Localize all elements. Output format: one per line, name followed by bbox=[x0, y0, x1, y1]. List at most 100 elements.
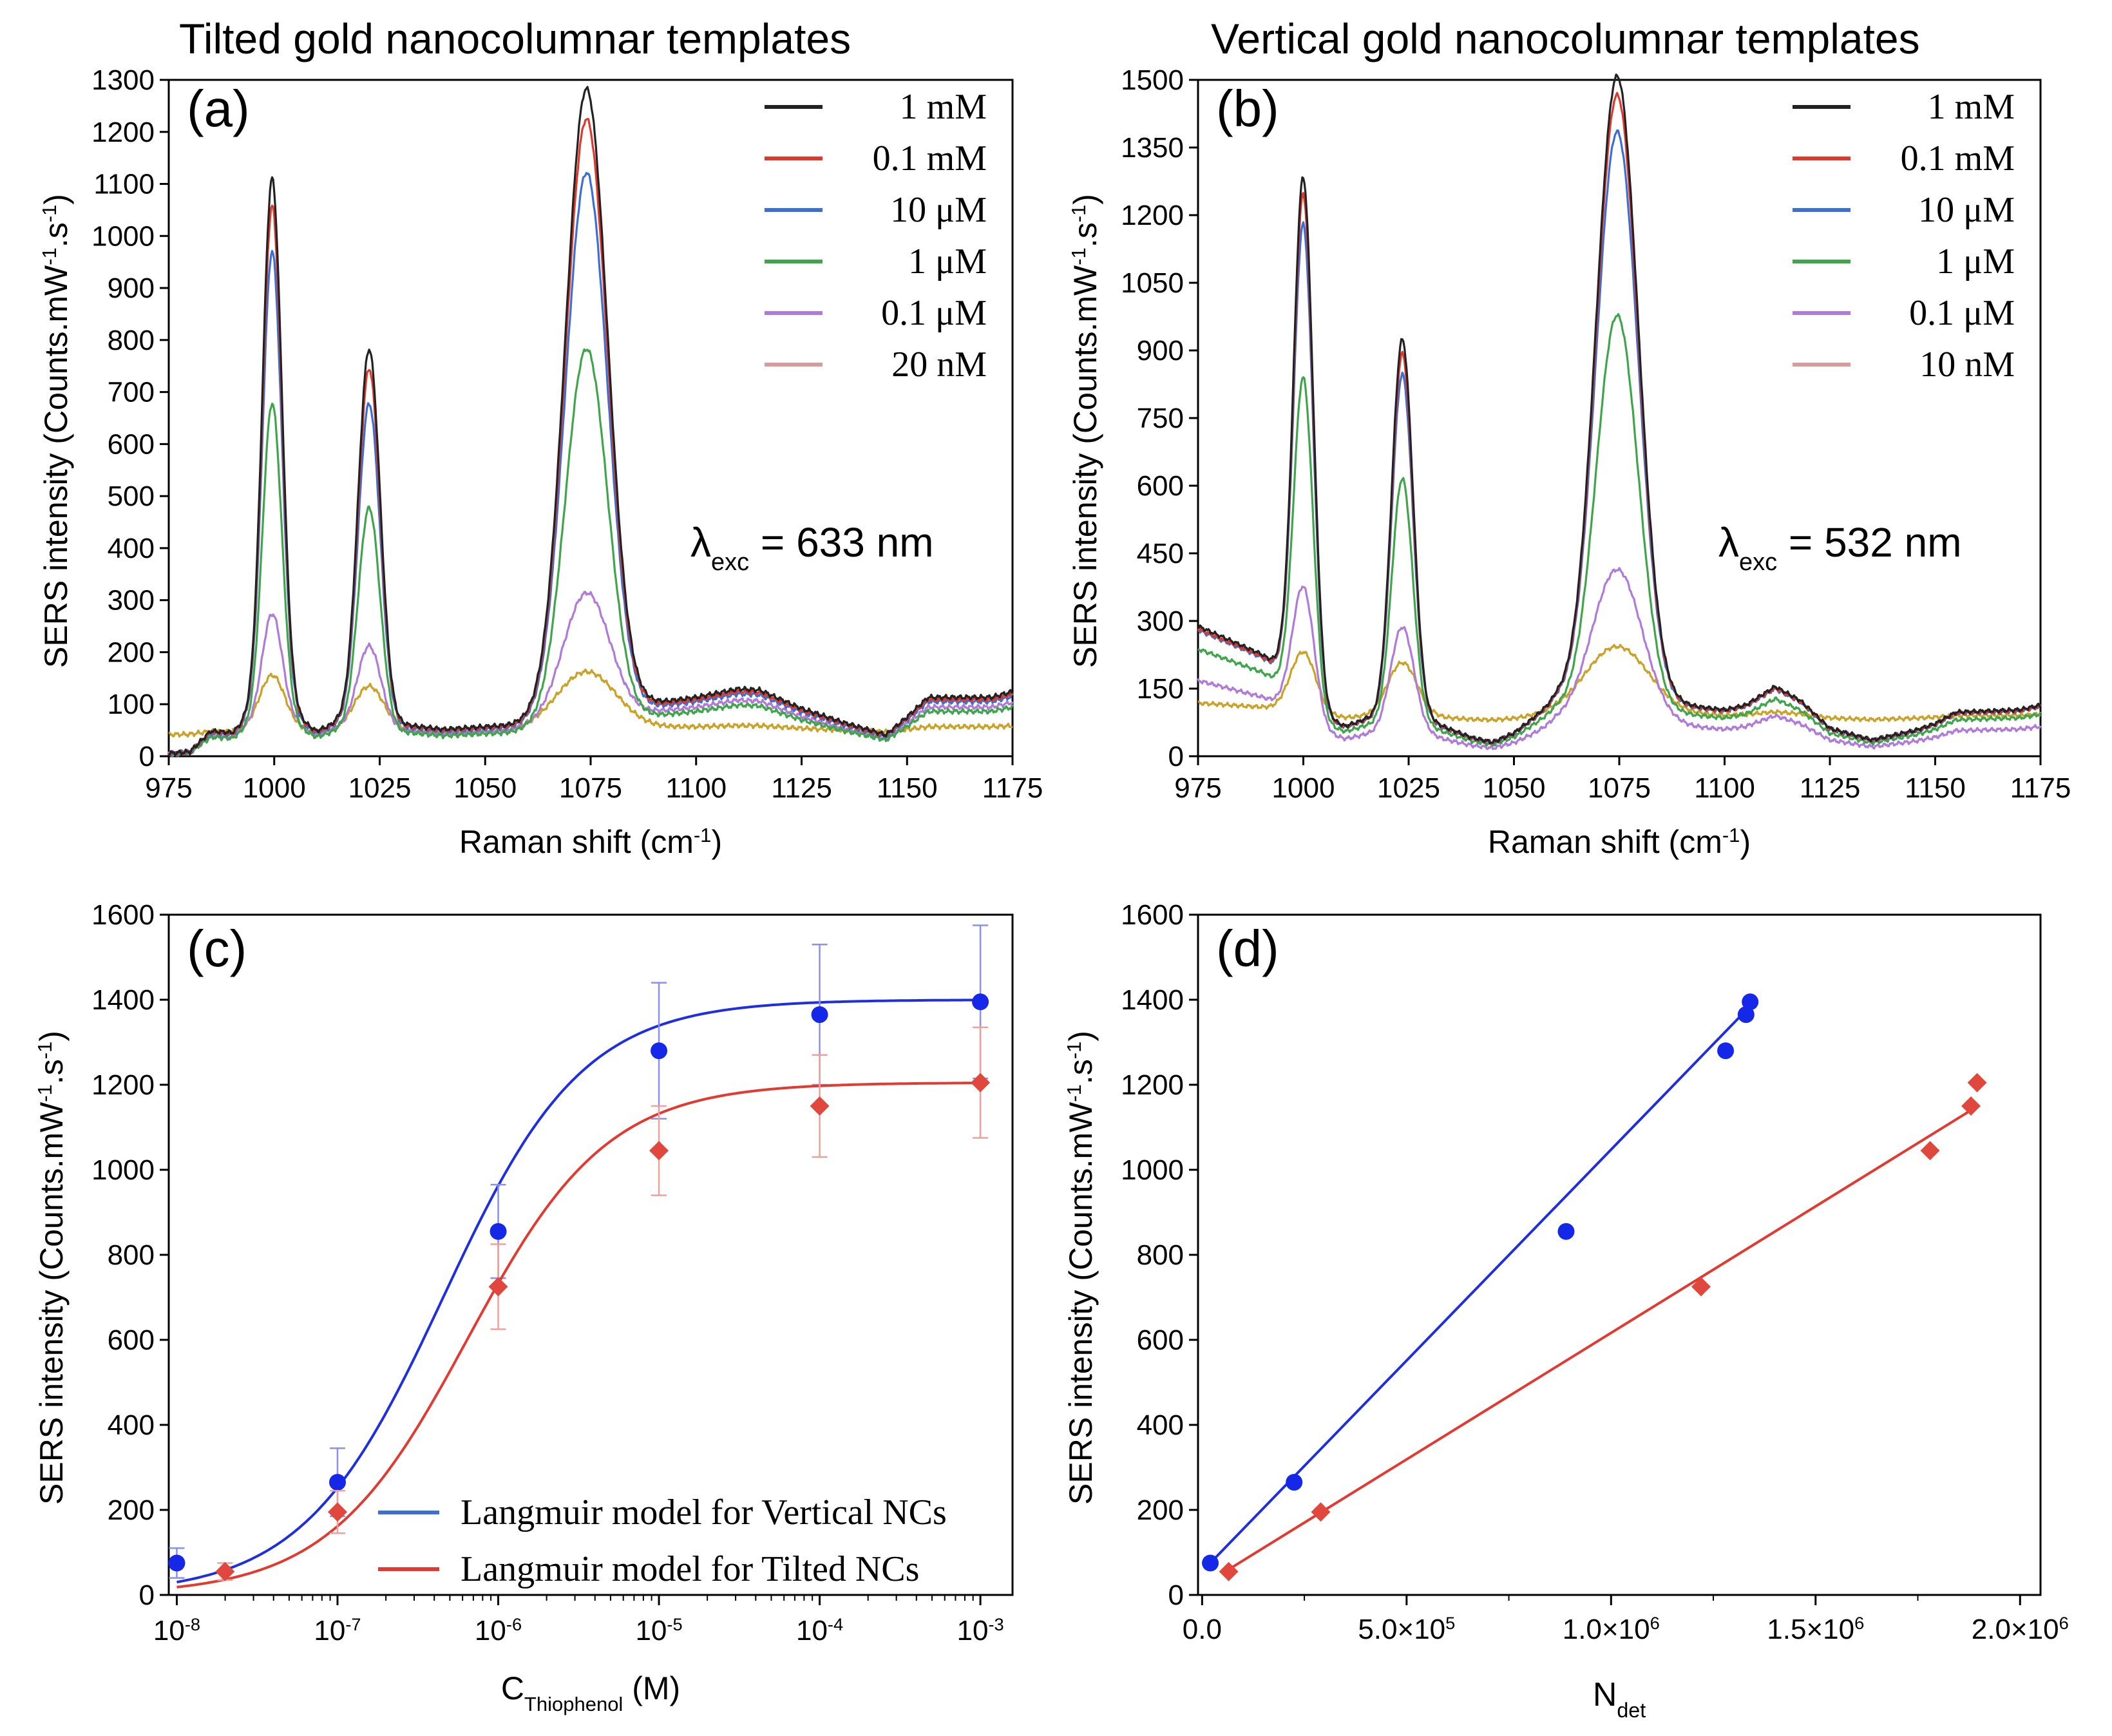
panel-a-x-tick-label: 975 bbox=[145, 772, 192, 804]
panel-d-y-tick-label: 800 bbox=[1137, 1239, 1184, 1271]
panel-c-x-tick-label: 10-5 bbox=[635, 1614, 682, 1647]
panel-a-legend-label: 1 mM bbox=[900, 87, 987, 127]
panel-d-x-tick-label: 0.0 bbox=[1183, 1614, 1222, 1645]
panel-b-x-tick-label: 1150 bbox=[1905, 772, 1966, 804]
panel-b-y-tick-label: 900 bbox=[1137, 335, 1184, 367]
panel-c-data-point bbox=[490, 1223, 507, 1240]
panel-d-data-point bbox=[1311, 1502, 1331, 1522]
panel-a-series-line bbox=[168, 348, 1014, 758]
panel-b-x-tick-label: 1100 bbox=[1694, 772, 1755, 804]
panel-c-data-point bbox=[329, 1474, 346, 1491]
panel-b-x-tick-label: 1000 bbox=[1272, 772, 1335, 804]
panel-a-x-tick-label: 1025 bbox=[348, 772, 412, 804]
panel-a-legend-label: 0.1 mM bbox=[873, 138, 987, 178]
panel-d-x-tick-label: 1.0×106 bbox=[1563, 1613, 1660, 1646]
panel-b-legend-label: 1 μM bbox=[1936, 242, 2015, 281]
panel-c-series-diamond bbox=[176, 1026, 991, 1588]
panel-c-y-tick-label: 400 bbox=[108, 1409, 155, 1441]
panel-c-fit-curve bbox=[176, 998, 981, 1584]
panel-c-x-tick-label: 10-6 bbox=[475, 1614, 522, 1647]
panel-c-data-point bbox=[488, 1277, 508, 1297]
panel-b-y-axis-label: SERS intensity (Counts.mW-1.s-1) bbox=[1067, 194, 1104, 668]
panel-b-lambda-annotation: λexc = 532 nm bbox=[1718, 519, 1962, 576]
panel-c-x-tick-label: 10-7 bbox=[314, 1614, 361, 1647]
panel-c-x-tick-label: 10-4 bbox=[796, 1614, 843, 1647]
panel-a-y-tick-label: 400 bbox=[108, 533, 155, 564]
panel-d-y-tick-label: 1400 bbox=[1121, 984, 1184, 1016]
panel-a-series-line bbox=[168, 86, 1013, 756]
panel-c-data-point bbox=[971, 1073, 991, 1092]
panel-d-data-point bbox=[1737, 1006, 1755, 1024]
panel-c-data-point bbox=[328, 1502, 347, 1522]
panel-d-x-axis-label: Ndet bbox=[1593, 1676, 1646, 1722]
panel-d-data-point bbox=[1967, 1073, 1987, 1092]
panel-c-x-tick-label: 10-8 bbox=[153, 1614, 200, 1647]
panel-b-title: Vertical gold nanocolumnar templates bbox=[1211, 15, 1920, 62]
panel-b-series-line bbox=[1197, 73, 2041, 745]
panel-d-x-tick-label: 1.5×106 bbox=[1767, 1613, 1864, 1646]
panel-a-series-line bbox=[168, 171, 1014, 757]
panel-c-series-circle bbox=[168, 924, 989, 1584]
panel-a-series-line bbox=[167, 118, 1014, 757]
panel-b-y-tick-label: 300 bbox=[1137, 606, 1184, 637]
panel-c-legend-label: Langmuir model for Vertical NCs bbox=[461, 1493, 947, 1532]
panel-a-y-tick-label: 1200 bbox=[91, 117, 155, 148]
panel-d-y-tick-label: 1600 bbox=[1121, 899, 1184, 931]
panel-a-y-tick-label: 1300 bbox=[91, 64, 155, 96]
panel-d-y-tick-label: 0 bbox=[1168, 1579, 1184, 1611]
panel-a-x-tick-label: 1050 bbox=[453, 772, 517, 804]
panel-c-panel-label: (c) bbox=[187, 920, 247, 977]
panel-c-y-tick-label: 1400 bbox=[91, 984, 155, 1016]
panel-a-x-tick-label: 1125 bbox=[771, 772, 832, 804]
panel-c-data-point bbox=[972, 993, 989, 1011]
panel-b-x-tick-label: 1075 bbox=[1588, 772, 1651, 804]
panel-c-y-tick-label: 800 bbox=[108, 1239, 155, 1271]
panel-a-y-tick-label: 900 bbox=[108, 272, 155, 304]
panel-c-y-tick-label: 600 bbox=[108, 1324, 155, 1356]
panel-d-fit-line bbox=[1213, 1009, 1747, 1560]
panel-b-x-tick-label: 1125 bbox=[1800, 772, 1861, 804]
panel-d-x-tick-label: 2.0×106 bbox=[1972, 1613, 2069, 1646]
panel-a-panel-label: (a) bbox=[187, 80, 250, 137]
panel-d-y-tick-label: 200 bbox=[1137, 1494, 1184, 1526]
panel-c-data-point bbox=[810, 1096, 830, 1116]
panel-a-y-tick-label: 1100 bbox=[93, 169, 155, 200]
panel-c-data-point bbox=[215, 1561, 235, 1581]
panel-b-series-line bbox=[1197, 313, 2042, 747]
panel-a-y-tick-label: 1000 bbox=[91, 220, 155, 252]
panel-a-y-tick-label: 300 bbox=[108, 585, 155, 616]
panel-c-y-tick-label: 0 bbox=[139, 1579, 155, 1611]
panel-a-series-group bbox=[167, 86, 1014, 758]
panel-a-x-tick-label: 1075 bbox=[559, 772, 622, 804]
panel-b-y-tick-label: 450 bbox=[1137, 538, 1184, 569]
panel-a-legend-label: 1 μM bbox=[908, 242, 987, 281]
panel-c-y-tick-label: 1600 bbox=[91, 899, 155, 931]
panel-c-legend-label: Langmuir model for Tilted NCs bbox=[461, 1549, 919, 1589]
panel-b-x-tick-label: 1025 bbox=[1377, 772, 1440, 804]
panel-b-series-group bbox=[1197, 73, 2042, 750]
panel-c-x-tick-label: 10-3 bbox=[956, 1614, 1004, 1647]
panel-a-y-tick-label: 200 bbox=[108, 636, 155, 668]
panel-d-x-tick-label: 5.0×105 bbox=[1358, 1613, 1455, 1646]
panel-a-x-tick-label: 1175 bbox=[982, 772, 1043, 804]
panel-d-panel-label: (d) bbox=[1216, 920, 1279, 977]
panel-b-y-tick-label: 1350 bbox=[1121, 132, 1184, 164]
panel-d-y-tick-label: 400 bbox=[1137, 1409, 1184, 1441]
panel-a-y-tick-label: 700 bbox=[108, 377, 155, 408]
panel-a-y-tick-label: 100 bbox=[108, 689, 155, 720]
panel-a-x-tick-label: 1150 bbox=[877, 772, 938, 804]
panel-b-y-tick-label: 0 bbox=[1168, 741, 1184, 772]
panel-b-legend-label: 0.1 mM bbox=[1901, 138, 2015, 178]
panel-c-data-point bbox=[168, 1554, 186, 1572]
panel-a-title: Tilted gold nanocolumnar templates bbox=[179, 15, 851, 62]
panel-d-data-point bbox=[1219, 1561, 1239, 1581]
panel-b-legend-label: 0.1 μM bbox=[1909, 293, 2015, 333]
panel-d-series-circle bbox=[1202, 993, 1759, 1572]
panel-d-series-diamond bbox=[1219, 1073, 1987, 1581]
panel-d-data-point bbox=[1717, 1042, 1735, 1060]
panel-d-y-tick-label: 1000 bbox=[1121, 1154, 1184, 1186]
panel-d-y-tick-label: 1200 bbox=[1121, 1069, 1184, 1101]
panel-d-data-point bbox=[1557, 1223, 1575, 1240]
panel-c-x-axis-label: CThiophenol (M) bbox=[501, 1670, 680, 1715]
panel-a-x-axis-label: Raman shift (cm-1) bbox=[459, 824, 722, 861]
